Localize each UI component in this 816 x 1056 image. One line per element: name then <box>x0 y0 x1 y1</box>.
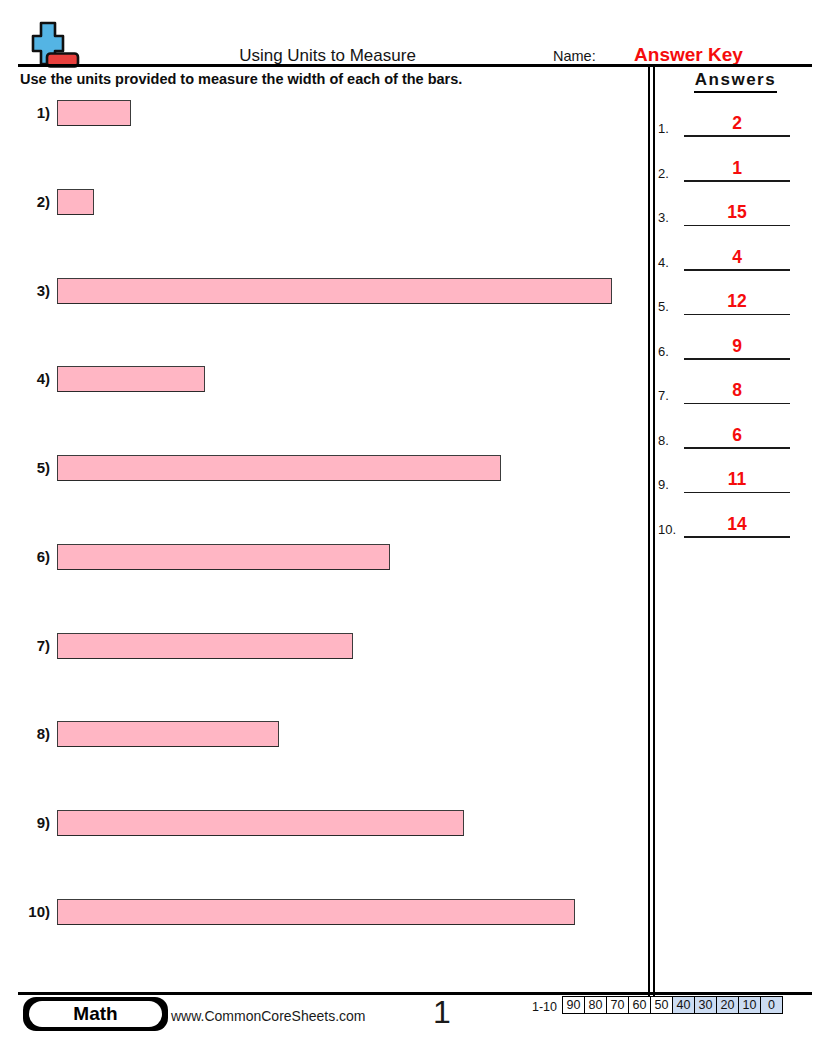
grading-scale-strip: 9080706050403020100 <box>563 996 783 1014</box>
subject-badge: Math <box>23 997 168 1031</box>
answer-blank-line <box>684 403 790 405</box>
answer-blank-line <box>684 447 790 449</box>
answer-number-label: 3. <box>658 210 669 225</box>
score-cell: 50 <box>650 996 673 1014</box>
answer-row: 8. 6 <box>655 425 816 449</box>
score-cell: 30 <box>694 996 717 1014</box>
page-number: 1 <box>412 994 472 1031</box>
answer-value: 14 <box>684 514 790 535</box>
answer-number-label: 4. <box>658 255 669 270</box>
worksheet-page: Using Units to Measure Name: Answer Key … <box>0 0 816 1056</box>
score-cell: 70 <box>606 996 629 1014</box>
problem-number-label: 8) <box>0 721 50 747</box>
answer-number-label: 10. <box>658 522 676 537</box>
measure-bar <box>57 810 464 836</box>
answer-value: 11 <box>684 469 790 490</box>
problem-number-label: 2) <box>0 189 50 215</box>
score-range-label: 1-10 <box>516 1000 557 1014</box>
answer-value: 12 <box>684 291 790 312</box>
problem-number-label: 5) <box>0 455 50 481</box>
answers-panel-title: Answers <box>655 70 816 93</box>
answer-key-text: Answer Key <box>622 44 755 66</box>
measure-bar <box>57 633 353 659</box>
answer-blank-line <box>684 135 790 137</box>
answer-row: 6. 9 <box>655 336 816 360</box>
subject-badge-label: Math <box>29 1001 162 1027</box>
answer-value: 1 <box>684 158 790 179</box>
instruction-text: Use the units provided to measure the wi… <box>20 71 462 87</box>
answer-value: 6 <box>684 425 790 446</box>
answer-row: 1. 2 <box>655 113 816 137</box>
website-url: www.CommonCoreSheets.com <box>171 1008 366 1024</box>
answer-row: 7. 8 <box>655 380 816 404</box>
problem-number-label: 9) <box>0 810 50 836</box>
answer-value: 8 <box>684 380 790 401</box>
answer-number-label: 9. <box>658 477 669 492</box>
answer-blank-line <box>684 536 790 538</box>
answer-row: 4. 4 <box>655 247 816 271</box>
problem-number-label: 1) <box>0 100 50 126</box>
answer-blank-line <box>684 269 790 271</box>
measure-bar <box>57 544 390 570</box>
measure-bar <box>57 100 131 126</box>
answer-value: 9 <box>684 336 790 357</box>
answer-row: 5. 12 <box>655 291 816 315</box>
answer-row: 9. 11 <box>655 469 816 493</box>
measure-bar <box>57 455 501 481</box>
answer-number-label: 8. <box>658 433 669 448</box>
answer-blank-line <box>684 180 790 182</box>
score-cell: 40 <box>672 996 695 1014</box>
answer-blank-line <box>684 225 790 227</box>
score-cell: 90 <box>562 996 585 1014</box>
answer-value: 15 <box>684 202 790 223</box>
name-label: Name: <box>553 48 596 64</box>
measure-bar <box>57 189 94 215</box>
measure-bar <box>57 899 575 925</box>
answer-value: 2 <box>684 113 790 134</box>
score-cell: 0 <box>760 996 783 1014</box>
answer-number-label: 7. <box>658 388 669 403</box>
problem-number-label: 3) <box>0 278 50 304</box>
answer-number-label: 1. <box>658 121 669 136</box>
problem-number-label: 4) <box>0 366 50 392</box>
measure-bar <box>57 366 205 392</box>
problem-number-label: 10) <box>0 899 50 925</box>
score-cell: 80 <box>584 996 607 1014</box>
answer-blank-line <box>684 492 790 494</box>
answers-divider-double-line <box>648 66 655 997</box>
score-cell: 10 <box>738 996 761 1014</box>
answer-row: 10. 14 <box>655 514 816 538</box>
answers-title-text: Answers <box>694 70 777 93</box>
problem-number-label: 7) <box>0 633 50 659</box>
answer-row: 3. 15 <box>655 202 816 226</box>
answer-value: 4 <box>684 247 790 268</box>
answer-row: 2. 1 <box>655 158 816 182</box>
score-cell: 60 <box>628 996 651 1014</box>
answer-number-label: 5. <box>658 299 669 314</box>
answer-blank-line <box>684 314 790 316</box>
score-cell: 20 <box>716 996 739 1014</box>
measure-bar <box>57 278 612 304</box>
answer-number-label: 6. <box>658 344 669 359</box>
header-divider-line <box>18 64 812 67</box>
measure-bar <box>57 721 279 747</box>
problem-number-label: 6) <box>0 544 50 570</box>
answer-number-label: 2. <box>658 166 669 181</box>
answer-blank-line <box>684 358 790 360</box>
